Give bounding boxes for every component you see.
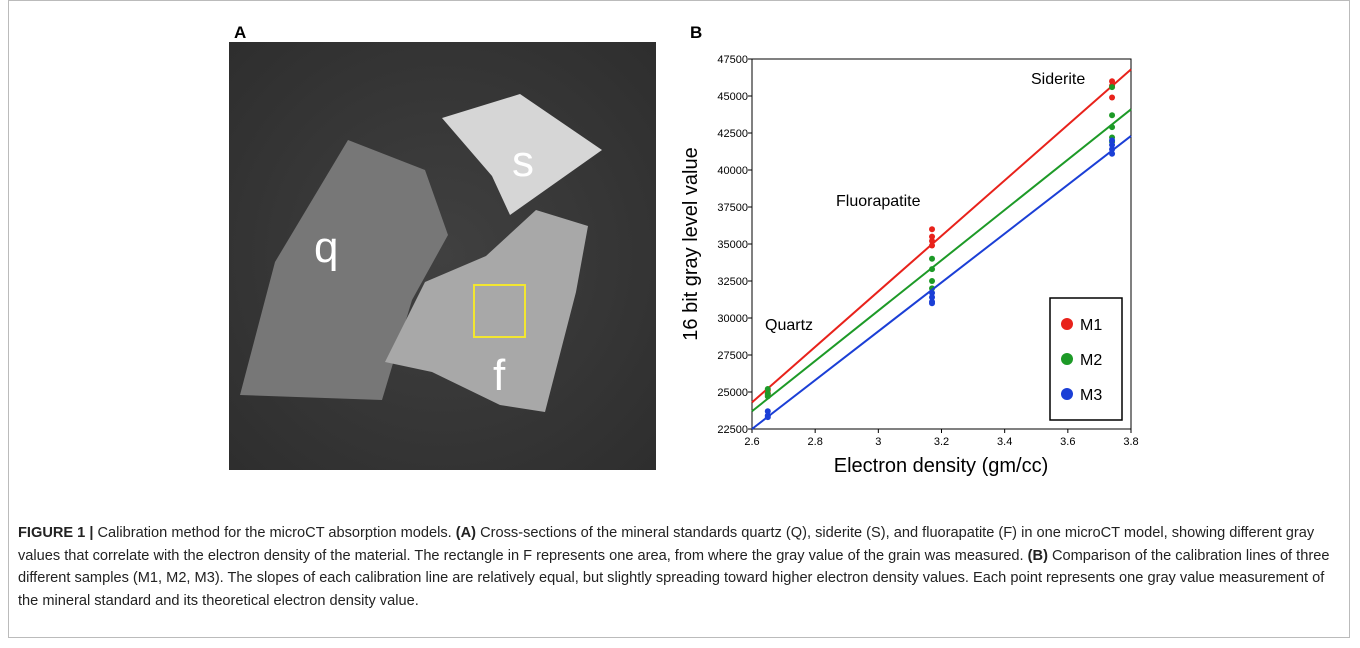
point (1109, 112, 1116, 119)
y-tick-label: 30000 (717, 313, 748, 325)
point (1109, 146, 1116, 153)
caption-text: Calibration method for the microCT absor… (97, 525, 452, 541)
legend-marker (1061, 353, 1073, 365)
point (929, 242, 936, 249)
x-tick-label: 3.2 (934, 436, 949, 448)
x-tick-label: 3.8 (1123, 436, 1138, 448)
x-tick-label: 3.4 (997, 436, 1012, 448)
point (1109, 124, 1116, 131)
point (929, 289, 936, 296)
y-tick-label: 40000 (717, 165, 748, 177)
legend-marker (1061, 388, 1073, 400)
point (1109, 141, 1116, 148)
annotation: Siderite (1031, 71, 1085, 88)
point (764, 386, 771, 393)
fit-line (751, 135, 1132, 430)
point (929, 278, 936, 284)
x-tick-label: 3 (875, 436, 881, 448)
quartz-grain (240, 140, 448, 400)
panel-label: B (690, 23, 702, 42)
annotation: Fluorapatite (836, 193, 921, 210)
measure-box (473, 284, 526, 338)
y-tick-label: 35000 (717, 239, 748, 251)
y-tick-label: 32500 (717, 276, 748, 288)
figure: A q s f B Electron density (gm/cc) 16 bi… (229, 23, 1139, 477)
x-tick-label: 2.8 (808, 436, 823, 448)
legend-label: M2 (1080, 352, 1102, 369)
fit-line (751, 108, 1132, 413)
point (764, 414, 771, 421)
x-tick-label: 2.6 (744, 436, 759, 448)
point (929, 300, 936, 307)
caption-label: FIGURE 1 | (18, 525, 94, 541)
point (929, 238, 936, 245)
point (1109, 84, 1116, 91)
caption-label: (B) (1027, 547, 1048, 564)
legend-label: M1 (1080, 317, 1102, 334)
point (1109, 94, 1116, 101)
grain-label: q (314, 223, 338, 272)
y-tick-label: 27500 (717, 350, 748, 362)
panel-label: A (234, 23, 246, 42)
point (1109, 150, 1116, 157)
y-tick-label: 47500 (717, 54, 748, 66)
y-tick-label: 37500 (717, 202, 748, 214)
point (764, 393, 771, 400)
x-tick-label: 3.6 (1060, 436, 1075, 448)
y-axis-title: 16 bit gray level value (680, 147, 702, 340)
point (1109, 137, 1116, 144)
point (929, 266, 936, 273)
grain-label: f (493, 351, 506, 400)
caption: FIGURE 1 | Calibration method for the mi… (18, 522, 1338, 612)
point (929, 255, 936, 262)
point (929, 294, 936, 301)
caption-text: Cross-sections of the mineral standards … (18, 525, 1315, 564)
point (764, 408, 771, 415)
point (1109, 78, 1116, 85)
fluorapatite-grain (385, 210, 588, 412)
legend-label: M3 (1080, 387, 1102, 404)
point (929, 233, 936, 240)
fit-line (751, 68, 1132, 404)
x-axis-title: Electron density (gm/cc) (834, 455, 1049, 477)
siderite-grain (442, 94, 602, 215)
y-tick-label: 45000 (717, 91, 748, 103)
y-tick-label: 42500 (717, 128, 748, 140)
grain-label: s (512, 137, 534, 186)
point (929, 226, 936, 233)
caption-text: Comparison of the calibration lines of t… (18, 547, 1330, 609)
legend-marker (1061, 318, 1073, 330)
caption-label: (A) (455, 525, 477, 541)
figure-frame (8, 0, 1350, 638)
annotation: Quartz (765, 317, 813, 334)
y-tick-label: 25000 (717, 387, 748, 399)
y-tick-label: 22500 (717, 424, 748, 436)
